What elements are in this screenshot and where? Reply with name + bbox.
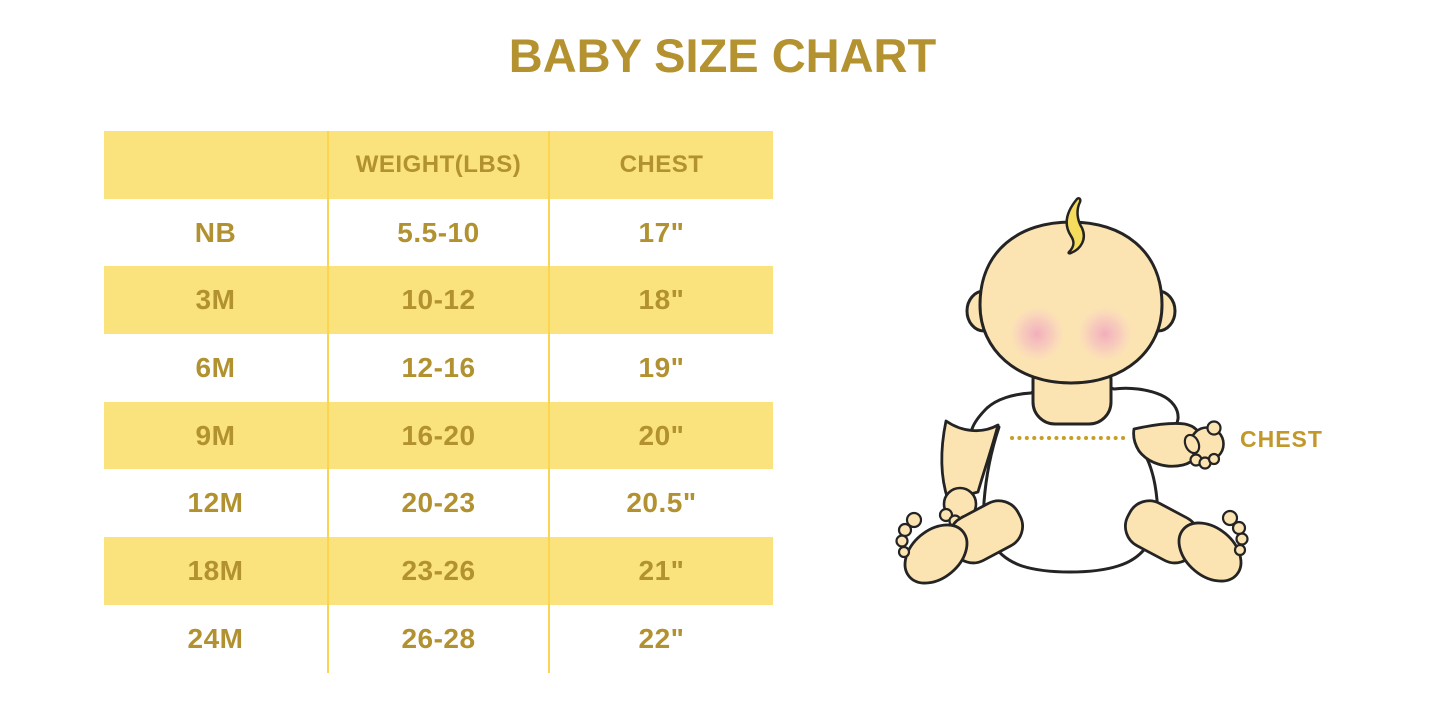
table-row: 12M 20-23 20.5" (104, 469, 773, 538)
weight-cell: 26-28 (327, 604, 549, 673)
weight-cell: 23-26 (327, 537, 549, 605)
chest-label: CHEST (1240, 426, 1323, 452)
size-cell: NB (194, 216, 237, 248)
baby-illustration (895, 196, 1249, 585)
size-cell: 18M (187, 554, 244, 586)
col-header-size (104, 131, 328, 199)
baby-right-arm (1132, 420, 1225, 470)
size-cell: 6M (195, 351, 236, 383)
chest-cell: 22" (548, 604, 773, 673)
baby-left-leg (895, 499, 1024, 585)
chest-cell: 20.5" (548, 469, 773, 538)
size-table: WEIGHT(LBS) CHEST NB 5.5-10 17" 3M 10-12… (104, 131, 773, 673)
page-title: BABY SIZE CHART (508, 29, 937, 82)
weight-cell: 5.5-10 (327, 198, 549, 267)
weight-cell: 12-16 (327, 334, 549, 402)
table-row: 24M 26-28 22" (104, 604, 773, 673)
size-cell: 3M (195, 284, 236, 316)
size-cell: 12M (187, 487, 244, 519)
chest-cell: 19" (548, 334, 773, 402)
col-header-weight: WEIGHT(LBS) (327, 131, 549, 199)
chest-cell: 18" (548, 266, 773, 335)
table-row: NB 5.5-10 17" (104, 198, 773, 267)
table-row: 18M 23-26 21" (104, 537, 773, 605)
size-cell: 24M (187, 622, 244, 654)
weight-cell: 20-23 (327, 469, 549, 538)
chest-cell: 17" (548, 198, 773, 267)
baby-hair-tuft (1065, 196, 1086, 255)
col-header-chest: CHEST (548, 131, 773, 199)
chest-cell: 20" (548, 401, 773, 470)
chest-cell: 21" (548, 537, 773, 605)
table-row: 9M 16-20 20" (104, 401, 773, 470)
baby-right-leg (1124, 499, 1249, 583)
weight-cell: 10-12 (327, 266, 549, 335)
table-row: 3M 10-12 18" (104, 266, 773, 335)
weight-cell: 16-20 (327, 401, 549, 470)
table-header-row: WEIGHT(LBS) CHEST (104, 131, 773, 199)
table-row: 6M 12-16 19" (104, 334, 773, 402)
baby-blush-left (1009, 306, 1065, 362)
baby-blush-right (1077, 306, 1133, 362)
size-cell: 9M (195, 419, 236, 451)
baby-head (978, 220, 1164, 385)
